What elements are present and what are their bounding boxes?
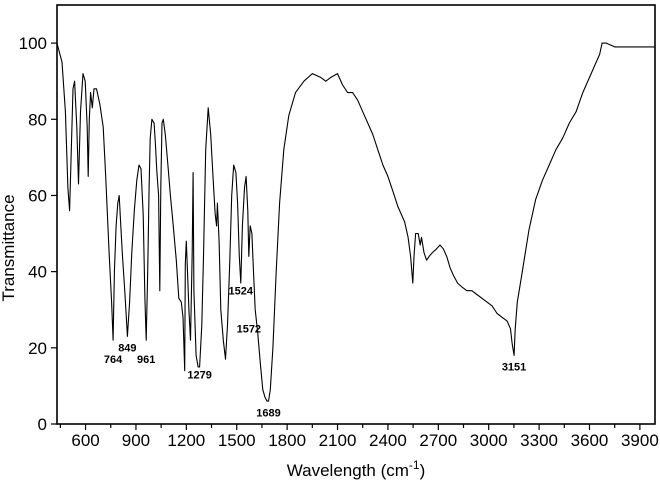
peak-label: 1572 (237, 324, 261, 336)
peak-label: 1524 (229, 285, 254, 297)
y-tick-label: 20 (28, 339, 47, 358)
x-tick-label: 1500 (218, 431, 256, 450)
x-tick-label: 1800 (268, 431, 306, 450)
x-axis-title-sup: -1 (409, 458, 420, 472)
x-axis-title-main: Wavelength (cm (287, 461, 409, 480)
peak-label: 961 (137, 354, 155, 366)
peak-label: 764 (104, 354, 123, 366)
y-tick-label: 40 (28, 263, 47, 282)
x-tick-label: 600 (71, 431, 99, 450)
x-tick-label: 900 (122, 431, 150, 450)
peak-label: 849 (118, 343, 136, 355)
x-tick-label: 2700 (419, 431, 457, 450)
plot-border (56, 4, 656, 425)
x-axis-title: Wavelength (cm-1) (287, 458, 426, 480)
x-tick-label: 3600 (571, 431, 609, 450)
peak-label: 3151 (502, 362, 526, 374)
spectrum-line (56, 42, 655, 402)
peak-label: 1689 (256, 407, 280, 419)
y-axis-ticks: 0 20 40 60 80 100 (19, 34, 57, 434)
x-tick-label: 2400 (369, 431, 407, 450)
x-axis-ticks: 600 900 1200 1500 1800 2100 2400 2700 3000 3300 36… (59, 424, 659, 450)
peak-label: 1279 (187, 369, 211, 381)
x-axis-title-end: ) (420, 461, 426, 480)
y-tick-label: 60 (28, 186, 47, 205)
plot-frame (56, 4, 656, 425)
x-tick-label: 3300 (520, 431, 558, 450)
x-tick-label: 1200 (167, 431, 205, 450)
y-axis-title: Transmittance (0, 194, 18, 301)
x-tick-label: 2100 (319, 431, 357, 450)
y-tick-label: 80 (28, 110, 47, 129)
x-tick-label: 3000 (470, 431, 508, 450)
y-tick-label: 0 (38, 415, 47, 434)
y-tick-label: 100 (19, 34, 47, 53)
x-tick-label: 3900 (621, 431, 659, 450)
